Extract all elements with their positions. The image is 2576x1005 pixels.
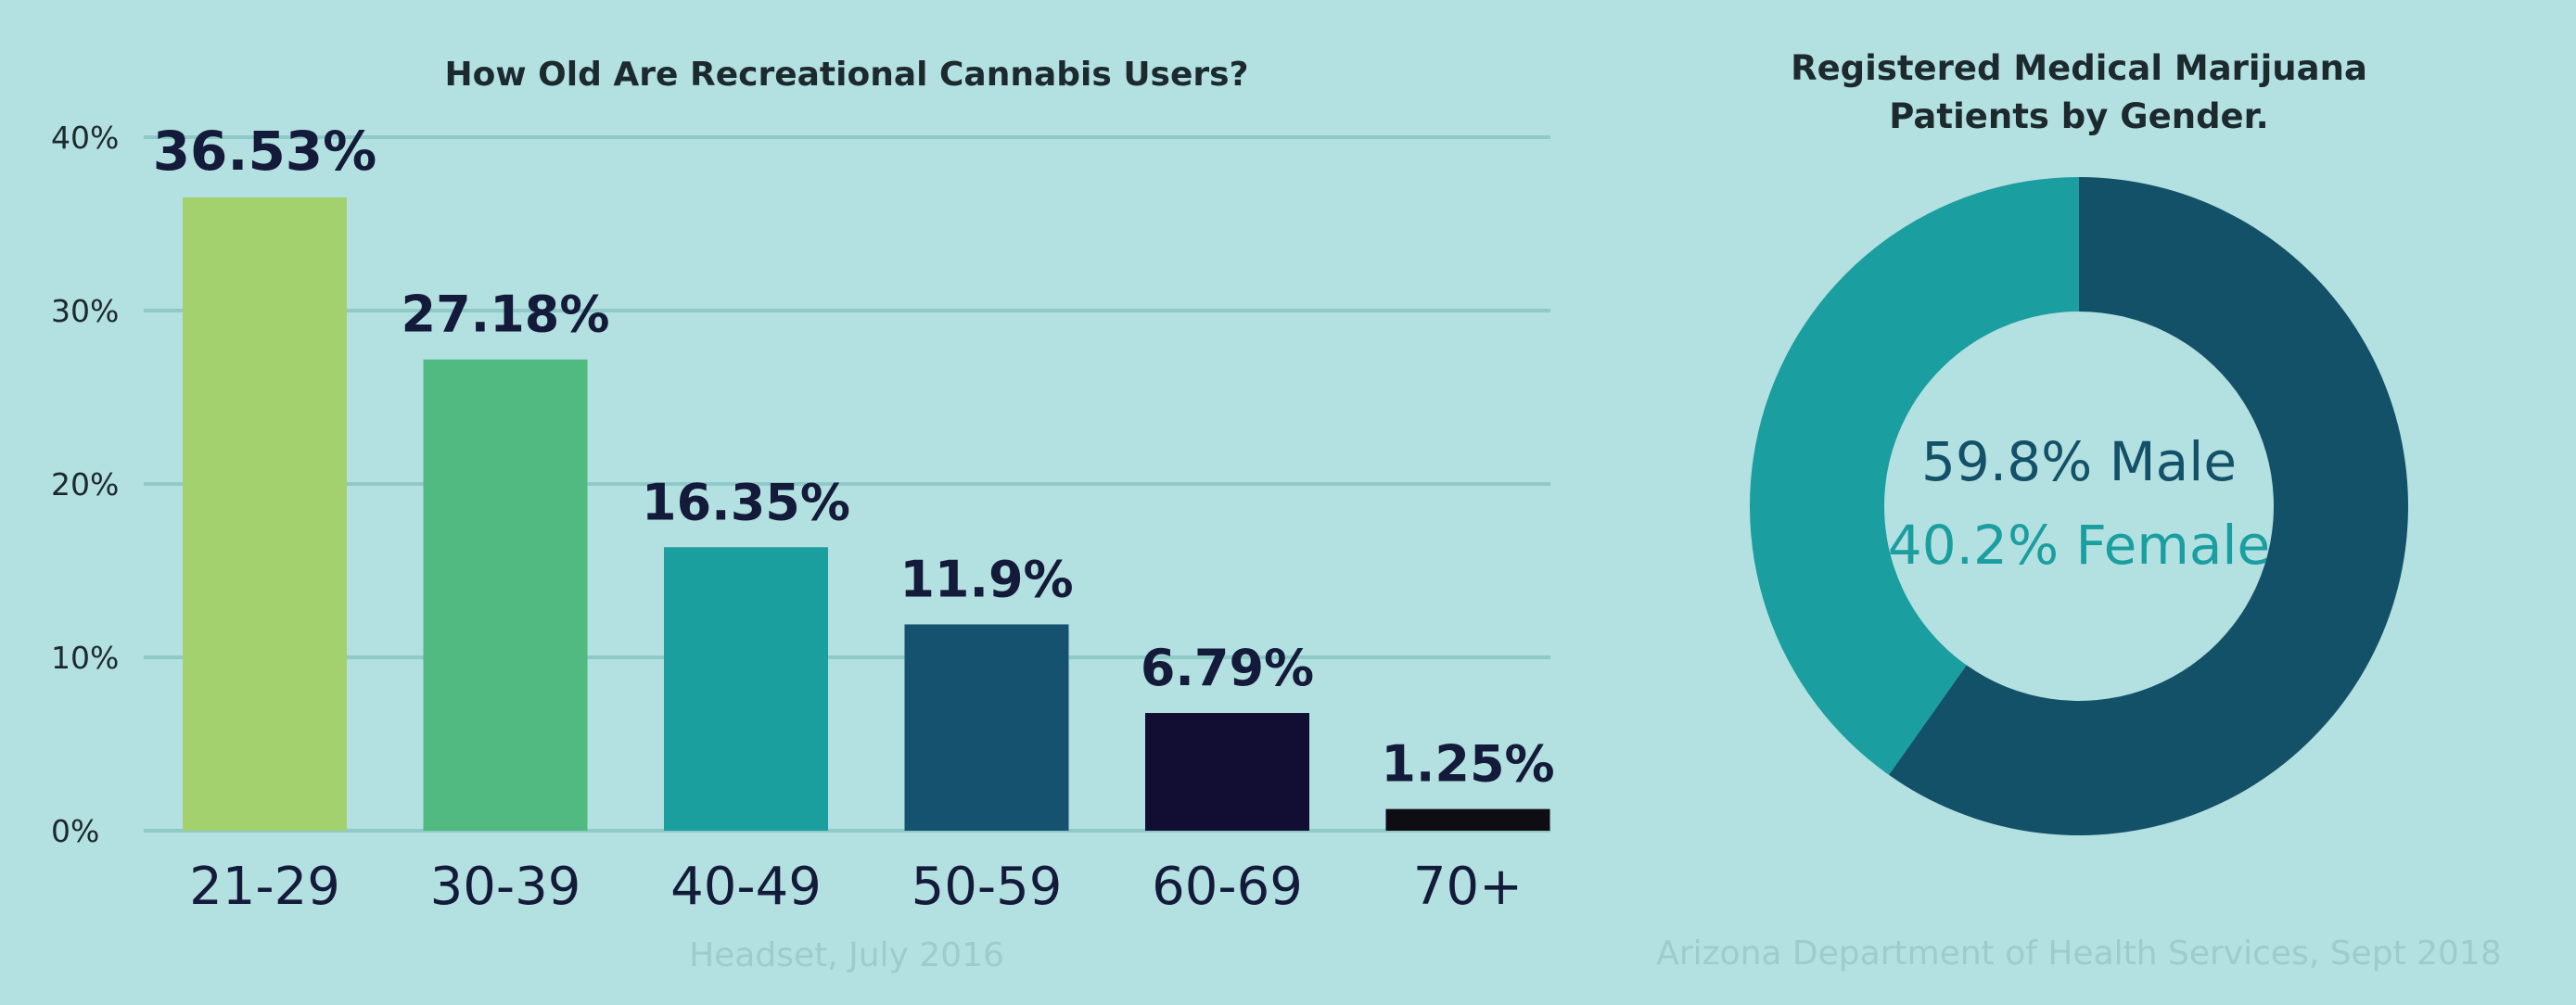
bar-series: [183, 197, 1550, 831]
donut-slice-female: [1749, 177, 2079, 775]
donut-chart-title-line-1: Registered Medical Marijuana: [1791, 48, 2367, 88]
bar-30-39: [423, 359, 588, 831]
bar-y-tick-label: 40%: [51, 120, 119, 156]
bar-category-label: 30-39: [430, 857, 581, 917]
bar-y-tick-label: 20%: [51, 466, 119, 502]
bar-category-labels: 21-29 30-39 40-49 50-59 60-69 70+: [189, 857, 1523, 917]
bar-value-label: 11.9%: [899, 550, 1073, 608]
bar-category-label: 40-49: [670, 857, 822, 917]
donut-label-male: 59.8% Male: [1921, 430, 2237, 493]
donut-label-female: 40.2% Female: [1888, 514, 2270, 577]
bar-chart-source: Headset, July 2016: [689, 936, 1004, 974]
bar-value-labels: 36.53% 27.18% 16.35% 11.9% 6.79% 1.25%: [153, 120, 1555, 794]
bar-y-tick-label: 0%: [51, 813, 99, 849]
donut-slice-male: [1888, 177, 2408, 835]
donut-chart-title-line-2: Patients by Gender.: [1889, 96, 2268, 136]
bar-category-label: 50-59: [912, 857, 1063, 917]
bar-y-tick-label: 10%: [51, 640, 119, 676]
bar-70+: [1385, 808, 1550, 831]
bar-21-29: [183, 197, 347, 831]
bar-40-49: [664, 547, 828, 831]
bar-category-label: 70+: [1413, 857, 1523, 917]
bar-category-label: 21-29: [189, 857, 340, 917]
donut-chart-source: Arizona Department of Health Services, S…: [1656, 935, 2501, 973]
bar-value-label: 1.25%: [1381, 735, 1554, 794]
bar-chart: How Old Are Recreational Cannabis Users?…: [51, 56, 1555, 974]
bar-value-label: 6.79%: [1141, 639, 1314, 697]
bar-value-label: 27.18%: [402, 286, 610, 344]
bar-60-69: [1145, 713, 1309, 831]
bar-y-tick-label: 30%: [51, 293, 119, 329]
bar-value-label: 16.35%: [642, 473, 850, 531]
bar-chart-title: How Old Are Recreational Cannabis Users?: [445, 56, 1249, 94]
donut-chart: Registered Medical Marijuana Patients by…: [1656, 48, 2501, 973]
bar-50-59: [904, 624, 1069, 831]
donut-slices: [1749, 177, 2408, 835]
bar-grid: [144, 135, 1550, 833]
bar-value-label: 36.53%: [153, 120, 377, 183]
bar-y-ticks: 0% 10% 20% 30% 40%: [51, 120, 119, 849]
bar-category-label: 60-69: [1152, 857, 1303, 917]
